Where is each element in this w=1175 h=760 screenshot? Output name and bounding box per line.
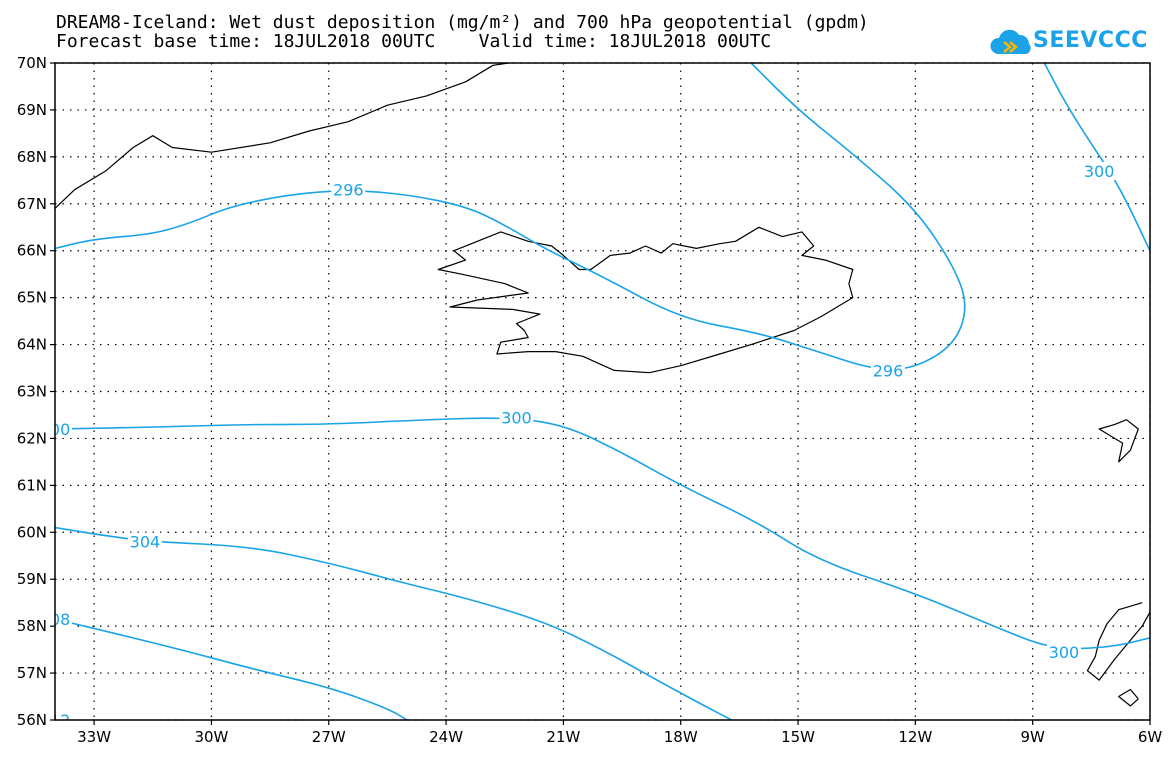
lat-tick-label: 70N (17, 54, 47, 72)
lat-tick-label: 61N (17, 476, 47, 494)
lon-tick-label: 12W (898, 728, 932, 746)
seevccc-logo: SEEVCCC (990, 24, 1147, 60)
cloud-icon (990, 29, 1031, 54)
contour-label-bg (1082, 161, 1117, 180)
contour-296 (55, 63, 966, 371)
lon-tick-label: 9W (1020, 728, 1045, 746)
contour-label-bg (1046, 642, 1081, 661)
coastline (437, 226, 854, 374)
lat-tick-label: 62N (17, 429, 47, 447)
contour-label: 296 (333, 181, 364, 200)
lat-tick-label: 57N (17, 664, 47, 682)
logo-text: SEEVCCC (1033, 28, 1148, 53)
contour-label-bg (55, 610, 72, 629)
lat-tick-label: 58N (17, 617, 47, 635)
contour-label-bg (55, 711, 72, 720)
map-title: DREAM8-Iceland: Wet dust deposition (mg/… (56, 12, 869, 33)
contour-300 (1043, 63, 1150, 252)
contour-label-bg (870, 361, 905, 380)
lat-tick-label: 60N (17, 523, 47, 541)
lat-tick-label: 56N (17, 711, 47, 729)
coastline (1118, 688, 1139, 707)
contour-label: 300 (40, 420, 71, 439)
lat-tick-label: 65N (17, 289, 47, 307)
contour-label: 300 (1084, 162, 1115, 181)
coastlines (55, 63, 1150, 707)
grid-lines (55, 62, 1151, 721)
coastline (1086, 602, 1150, 681)
lon-tick-label: 24W (429, 728, 463, 746)
contour-label: 312 (40, 711, 71, 730)
contour-label: 300 (1049, 643, 1080, 662)
lat-tick-label: 59N (17, 570, 47, 588)
contour-304 (55, 526, 732, 720)
lat-tick-label: 67N (17, 195, 47, 213)
lon-tick-label: 15W (781, 728, 815, 746)
lat-tick-label: 66N (17, 242, 47, 260)
map-subtitle: Forecast base time: 18JUL2018 00UTC Vali… (56, 31, 772, 52)
geopotential-contours: 296 296 300 300 300 300 304 308 312 (40, 63, 1150, 730)
contour-label: 304 (130, 533, 161, 552)
lat-tick-label: 63N (17, 383, 47, 401)
contour-label-bg (331, 180, 366, 199)
lat-tick-label: 64N (17, 336, 47, 354)
lon-tick-label: 6W (1138, 728, 1163, 746)
contour-label: 296 (873, 361, 904, 380)
lon-tick-label: 30W (194, 728, 228, 746)
lon-tick-label: 21W (546, 728, 580, 746)
lat-tick-label: 68N (17, 148, 47, 166)
contour-label-bg (499, 408, 534, 427)
lon-tick-label: 18W (664, 728, 698, 746)
contour-label-bg (127, 532, 162, 551)
axis-ticks: 33W 30W 27W 24W 21W 18W 15W 12W 9W 6W 56N 57N 58N 59N… (17, 54, 1163, 746)
lon-tick-label: 33W (77, 728, 111, 746)
contour-label: 300 (501, 408, 532, 427)
coastline (1098, 419, 1139, 463)
contour-308 (55, 618, 408, 720)
contour-label: 308 (40, 610, 71, 629)
contour-300 (55, 417, 1150, 650)
lon-tick-label: 27W (312, 728, 346, 746)
lat-tick-label: 69N (17, 101, 47, 119)
contour-label-bg (55, 420, 72, 439)
coastline (55, 63, 509, 209)
